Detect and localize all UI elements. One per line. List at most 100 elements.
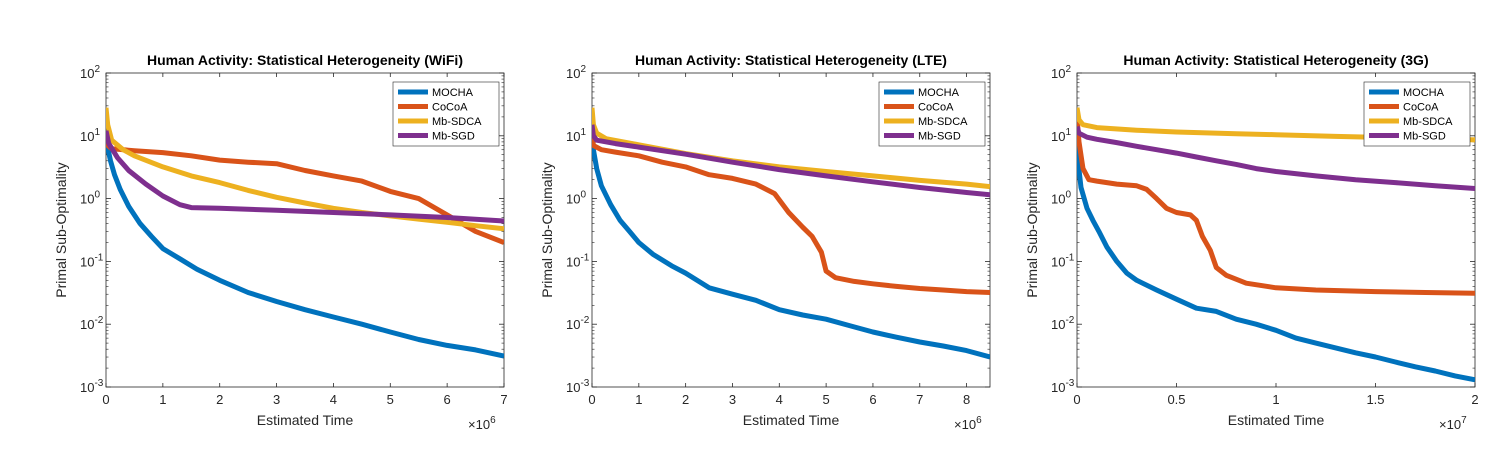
y-tick-base: 10 — [80, 254, 94, 269]
y-axis-label: Primal Sub-Optimality — [1024, 162, 1040, 297]
series-line-mb-sgd — [592, 124, 990, 198]
y-tick-base: 10 — [80, 317, 94, 332]
legend: MOCHA CoCoA Mb-SDCA Mb-SGD — [878, 81, 986, 147]
series-line-mocha — [1077, 141, 1475, 383]
y-tick-exponent: 2 — [94, 64, 100, 75]
x-tick-label: 1 — [1272, 392, 1279, 407]
legend-label: MOCHA — [432, 87, 474, 99]
chart-title: Human Activity: Statistical Heterogeneit… — [147, 52, 463, 68]
y-tick-base: 10 — [80, 380, 94, 395]
y-tick-exponent: 0 — [580, 190, 586, 201]
y-tick-exponent: 0 — [94, 190, 100, 201]
y-tick-label: 102 — [80, 64, 100, 81]
y-tick-label: 101 — [566, 127, 586, 144]
y-tick-exponent: 1 — [1065, 127, 1071, 138]
x-multiplier-exponent: 7 — [1461, 415, 1467, 426]
y-tick-base: 10 — [566, 254, 580, 269]
y-tick-base: 10 — [566, 380, 580, 395]
x-tick-label: 2 — [682, 392, 689, 407]
y-tick-base: 10 — [1051, 129, 1065, 144]
y-tick-label: 10-2 — [566, 315, 590, 332]
y-tick-label: 10-3 — [1051, 378, 1075, 395]
x-multiplier: ×106 — [954, 415, 982, 432]
chart-panel-3: Human Activity: Statistical Heterogeneit… — [1024, 52, 1479, 432]
y-tick-base: 10 — [80, 66, 94, 81]
y-tick-label: 100 — [80, 190, 100, 207]
y-tick-label: 10-3 — [80, 378, 104, 395]
x-tick-label: 8 — [963, 392, 970, 407]
y-tick-base: 10 — [566, 66, 580, 81]
series-line-mb-sgd — [106, 130, 504, 224]
x-tick-label: 3 — [273, 392, 280, 407]
x-tick-label: 0 — [1073, 392, 1080, 407]
y-tick-exponent: -1 — [580, 252, 589, 263]
x-tick-label: 4 — [330, 392, 337, 407]
x-multiplier-base: ×10 — [468, 417, 490, 432]
x-multiplier: ×106 — [468, 415, 496, 432]
y-tick-exponent: 0 — [1065, 190, 1071, 201]
legend-label: CoCoA — [1403, 102, 1439, 114]
series-line-cocoa — [1077, 116, 1475, 296]
y-tick-base: 10 — [566, 129, 580, 144]
x-multiplier-exponent: 6 — [490, 415, 496, 426]
legend: MOCHA CoCoA Mb-SDCA Mb-SGD — [1363, 81, 1471, 147]
y-tick-exponent: -3 — [1065, 378, 1074, 389]
y-tick-base: 10 — [566, 317, 580, 332]
chart-title: Human Activity: Statistical Heterogeneit… — [1123, 52, 1428, 68]
y-tick-label: 102 — [1051, 64, 1071, 81]
legend-label: MOCHA — [1403, 87, 1445, 99]
y-tick-label: 100 — [566, 190, 586, 207]
y-tick-base: 10 — [1051, 380, 1065, 395]
x-tick-label: 4 — [776, 392, 783, 407]
x-tick-label: 2 — [216, 392, 223, 407]
y-tick-label: 101 — [80, 127, 100, 144]
y-tick-base: 10 — [1051, 317, 1065, 332]
x-tick-label: 7 — [916, 392, 923, 407]
legend-label: Mb-SDCA — [432, 116, 482, 128]
x-tick-label: 2 — [1471, 392, 1478, 407]
y-tick-label: 102 — [566, 64, 586, 81]
y-tick-exponent: -3 — [94, 378, 103, 389]
series-line-mb-sdca — [106, 107, 504, 232]
legend-label: CoCoA — [432, 102, 468, 114]
legend-label: Mb-SGD — [432, 131, 475, 143]
legend-label: Mb-SDCA — [918, 116, 968, 128]
y-tick-exponent: 2 — [580, 64, 586, 75]
x-tick-label: 5 — [823, 392, 830, 407]
x-multiplier-exponent: 6 — [976, 415, 982, 426]
chart-panel-1: Human Activity: Statistical Heterogeneit… — [53, 52, 508, 432]
legend-label: Mb-SDCA — [1403, 116, 1453, 128]
x-tick-label: 0 — [102, 392, 109, 407]
y-tick-exponent: 1 — [94, 127, 100, 138]
y-tick-label: 10-2 — [80, 315, 104, 332]
legend: MOCHA CoCoA Mb-SDCA Mb-SGD — [392, 81, 500, 147]
series-line-mocha — [592, 130, 990, 360]
y-tick-exponent: -1 — [94, 252, 103, 263]
y-tick-exponent: -2 — [580, 315, 589, 326]
y-tick-exponent: -1 — [1065, 252, 1074, 263]
y-tick-base: 10 — [1051, 66, 1065, 81]
x-axis-label: Estimated Time — [1228, 412, 1325, 428]
y-tick-label: 10-3 — [566, 378, 590, 395]
y-tick-label: 10-1 — [1051, 252, 1075, 269]
y-tick-exponent: -2 — [94, 315, 103, 326]
series-line-mocha — [106, 130, 504, 359]
x-multiplier-base: ×10 — [954, 417, 976, 432]
x-tick-label: 0.5 — [1167, 392, 1185, 407]
y-tick-label: 10-1 — [80, 252, 104, 269]
legend-label: Mb-SGD — [918, 131, 961, 143]
y-tick-base: 10 — [566, 192, 580, 207]
y-axis-label: Primal Sub-Optimality — [53, 162, 69, 297]
x-tick-label: 1 — [635, 392, 642, 407]
legend-label: CoCoA — [918, 102, 954, 114]
x-tick-label: 6 — [869, 392, 876, 407]
x-axis-label: Estimated Time — [743, 412, 840, 428]
x-tick-label: 5 — [387, 392, 394, 407]
x-multiplier: ×107 — [1439, 415, 1467, 432]
y-tick-label: 101 — [1051, 127, 1071, 144]
y-tick-label: 10-1 — [566, 252, 590, 269]
y-tick-exponent: 2 — [1065, 64, 1071, 75]
chart-title: Human Activity: Statistical Heterogeneit… — [635, 52, 947, 68]
